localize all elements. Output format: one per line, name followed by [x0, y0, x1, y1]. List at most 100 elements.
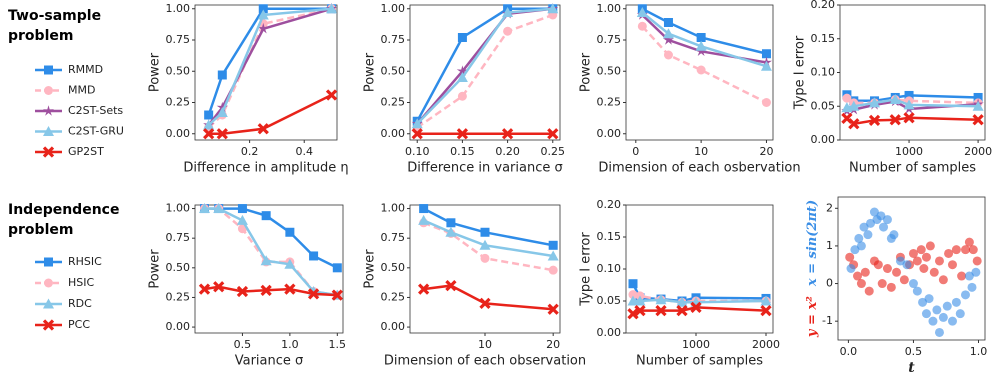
marker — [418, 214, 430, 225]
marker — [627, 308, 639, 320]
marker — [217, 70, 227, 80]
y-tick-label: 0.25 — [166, 290, 191, 303]
y-tick-label: 0.75 — [166, 33, 191, 46]
x-tick-label: 1.0 — [970, 345, 988, 358]
marker — [44, 86, 53, 95]
marker — [257, 9, 269, 20]
y-tick-label: 0.00 — [811, 133, 836, 146]
legend-label: GP2ST — [68, 145, 104, 158]
legend-label: RHSIC — [68, 255, 102, 268]
axes-frame — [194, 204, 344, 334]
series-line — [207, 7, 332, 126]
marker — [628, 279, 638, 289]
scatter-point — [845, 252, 855, 262]
scatter-point — [938, 312, 948, 322]
scatter-point — [908, 279, 918, 289]
y-axis-label: Power — [363, 249, 378, 289]
y-tick-label: 0.20 — [597, 198, 622, 211]
y-tick-label: 0.15 — [597, 230, 622, 243]
group-title: Two-sample problem — [8, 8, 102, 44]
y-tick-label: 0.05 — [597, 294, 622, 307]
x-tick-label: 0.0 — [840, 345, 858, 358]
scatter-point — [856, 279, 866, 289]
scatter-point — [856, 241, 866, 251]
scatter-point — [866, 218, 876, 228]
axes-frame — [625, 4, 774, 141]
y-axis-label: Power — [363, 52, 378, 92]
marker — [637, 21, 647, 31]
scatter-point — [912, 286, 922, 296]
series-line — [423, 221, 554, 272]
marker — [284, 258, 296, 269]
marker — [889, 94, 901, 104]
scatter-point — [964, 237, 974, 247]
y-axis-label-part: x = sin(2πt) — [805, 200, 820, 287]
marker — [457, 91, 467, 101]
y-tick-label: 0.75 — [381, 33, 406, 46]
axes-frame — [625, 204, 774, 334]
marker — [479, 297, 491, 310]
scatter-point — [971, 267, 981, 277]
x-tick-label: 0.25 — [541, 145, 566, 158]
scatter-point — [892, 267, 902, 277]
marker — [284, 283, 296, 295]
y-axis-label: Type I error — [793, 35, 808, 110]
marker — [547, 128, 559, 140]
x-axis-label: Number of samples — [849, 161, 976, 176]
scatter-point — [960, 245, 970, 255]
marker — [213, 281, 225, 293]
marker — [285, 227, 295, 237]
marker — [628, 290, 638, 300]
scatter-point — [921, 309, 931, 319]
y-tick-label: 0.75 — [597, 33, 622, 46]
marker — [446, 218, 456, 228]
marker — [42, 319, 55, 331]
marker — [216, 101, 228, 113]
scatter-point — [877, 279, 887, 289]
scatter-point — [944, 248, 954, 258]
scatter-point — [960, 290, 970, 300]
y-tick-label: 0.75 — [166, 231, 191, 244]
x-axis-label: Difference in variance σ — [407, 161, 562, 176]
legend-label: PCC — [68, 318, 90, 331]
scatter-point — [882, 264, 892, 273]
marker — [548, 240, 558, 250]
series-line — [641, 11, 767, 68]
marker — [457, 33, 467, 42]
marker — [480, 253, 490, 263]
series-line — [641, 7, 767, 55]
scatter-point — [912, 256, 922, 266]
scatter-point — [955, 309, 965, 319]
group-title: Independence problem — [8, 202, 120, 238]
series-line — [641, 25, 768, 104]
marker — [972, 100, 984, 111]
marker — [445, 279, 457, 292]
axes-frame — [837, 196, 986, 341]
y-tick-label: 0.00 — [166, 127, 191, 140]
scatter-point — [918, 297, 928, 307]
y-tick-label: 1.00 — [166, 202, 191, 215]
scatter-point — [850, 245, 860, 255]
marker — [204, 110, 214, 120]
marker — [445, 226, 457, 237]
scatter-point — [916, 245, 926, 255]
series-line — [207, 7, 332, 126]
y-tick-label: 0.00 — [381, 320, 406, 333]
scatter-point — [895, 256, 905, 266]
y-tick-label: 0.00 — [381, 127, 406, 140]
y-axis-label: Power — [148, 249, 163, 289]
x-axis-label: Number of samples — [636, 354, 763, 369]
y-tick-label: 0.05 — [811, 99, 836, 112]
y-tick-label: 0.25 — [597, 96, 622, 109]
marker — [503, 26, 513, 36]
marker — [501, 128, 514, 140]
marker — [42, 146, 55, 158]
marker — [655, 304, 667, 317]
x-axis-label: Variance σ — [235, 354, 304, 369]
scatter-point — [929, 267, 939, 277]
marker — [848, 118, 860, 130]
marker — [260, 284, 272, 296]
x-tick-label: 0.5 — [234, 338, 252, 351]
marker — [547, 303, 559, 315]
